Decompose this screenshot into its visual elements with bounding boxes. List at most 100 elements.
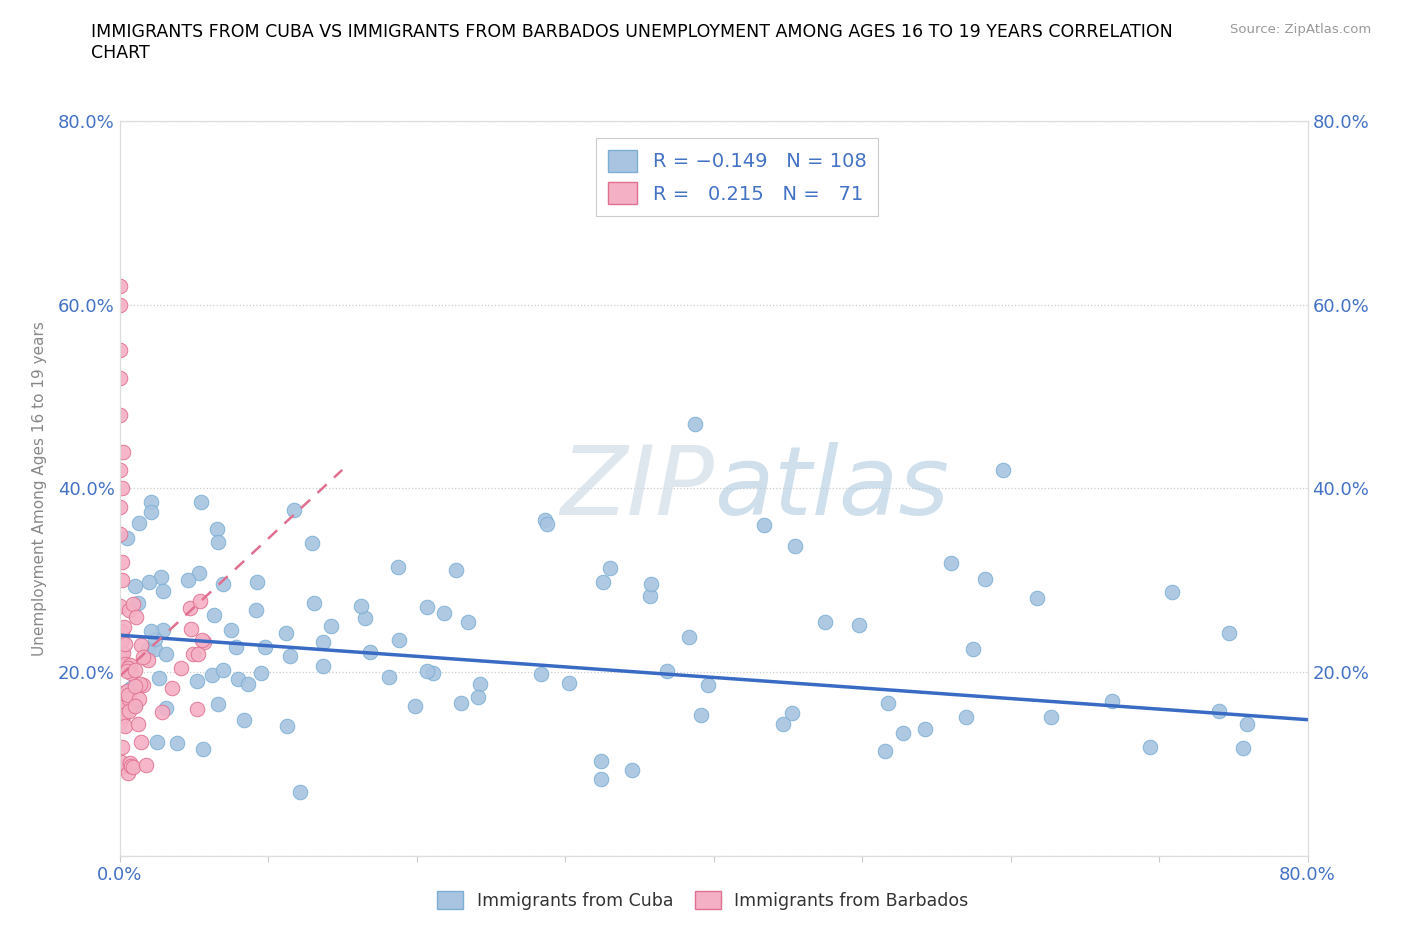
Point: [114, 636, 136, 651]
Point: [599, 561, 621, 576]
Point: [111, 554, 134, 569]
Point: [353, 611, 375, 626]
Point: [772, 717, 794, 732]
Point: [468, 676, 491, 691]
Point: [191, 742, 214, 757]
Point: [201, 668, 224, 683]
Point: [254, 640, 277, 655]
Point: [108, 715, 131, 730]
Point: [160, 681, 183, 696]
Point: [141, 505, 163, 520]
Point: [136, 653, 159, 668]
Point: [450, 696, 472, 711]
Point: [148, 671, 170, 685]
Point: [177, 572, 200, 587]
Point: [250, 665, 273, 680]
Point: [848, 618, 870, 632]
Point: [166, 736, 188, 751]
Point: [132, 677, 155, 692]
Point: [873, 743, 896, 758]
Point: [118, 756, 141, 771]
Point: [111, 632, 134, 647]
Point: [110, 689, 132, 704]
Point: [350, 599, 373, 614]
Point: [117, 530, 139, 545]
Point: [111, 739, 134, 754]
Point: [592, 575, 614, 590]
Point: [558, 675, 581, 690]
Point: [536, 516, 558, 531]
Point: [118, 692, 141, 707]
Point: [683, 417, 706, 432]
Point: [914, 721, 936, 736]
Point: [132, 650, 155, 665]
Point: [124, 698, 146, 713]
Point: [150, 705, 173, 720]
Point: [202, 607, 225, 622]
Point: [191, 633, 214, 648]
Point: [141, 494, 163, 509]
Point: [124, 610, 146, 625]
Point: [111, 645, 134, 660]
Point: [752, 517, 775, 532]
Point: [993, 462, 1015, 477]
Point: [678, 630, 700, 644]
Point: [446, 563, 468, 578]
Point: [110, 754, 132, 769]
Point: [112, 704, 135, 719]
Point: [190, 494, 212, 509]
Point: [211, 577, 233, 591]
Point: [143, 642, 166, 657]
Point: [152, 622, 174, 637]
Point: [962, 642, 984, 657]
Point: [121, 759, 143, 774]
Point: [657, 664, 679, 679]
Point: [591, 753, 613, 768]
Point: [111, 685, 134, 700]
Point: [127, 716, 149, 731]
Point: [893, 725, 915, 740]
Point: [108, 407, 131, 422]
Point: [108, 343, 131, 358]
Point: [120, 759, 142, 774]
Legend: R = −0.149   N = 108, R =   0.215   N =   71: R = −0.149 N = 108, R = 0.215 N = 71: [596, 138, 879, 216]
Point: [181, 646, 204, 661]
Point: [955, 710, 977, 724]
Point: [321, 618, 343, 633]
Point: [128, 676, 150, 691]
Point: [131, 735, 153, 750]
Point: [467, 690, 489, 705]
Point: [193, 634, 215, 649]
Point: [124, 678, 146, 693]
Point: [301, 536, 323, 551]
Point: [226, 671, 249, 686]
Point: [283, 503, 305, 518]
Point: [138, 575, 160, 590]
Point: [416, 600, 439, 615]
Point: [219, 623, 242, 638]
Point: [135, 757, 157, 772]
Point: [110, 598, 132, 613]
Point: [129, 638, 152, 653]
Point: [640, 577, 662, 591]
Point: [302, 595, 325, 610]
Point: [108, 279, 131, 294]
Point: [120, 666, 142, 681]
Point: [112, 709, 135, 724]
Point: [111, 573, 134, 588]
Point: [1208, 704, 1230, 719]
Point: [388, 632, 411, 647]
Point: [1232, 740, 1254, 755]
Text: ZIP: ZIP: [560, 442, 714, 535]
Point: [1040, 710, 1063, 724]
Point: [591, 772, 613, 787]
Point: [782, 705, 804, 720]
Point: [415, 663, 437, 678]
Point: [534, 512, 557, 527]
Point: [690, 708, 713, 723]
Point: [276, 718, 298, 733]
Point: [530, 667, 553, 682]
Point: [245, 603, 267, 618]
Point: [179, 600, 201, 615]
Point: [387, 560, 409, 575]
